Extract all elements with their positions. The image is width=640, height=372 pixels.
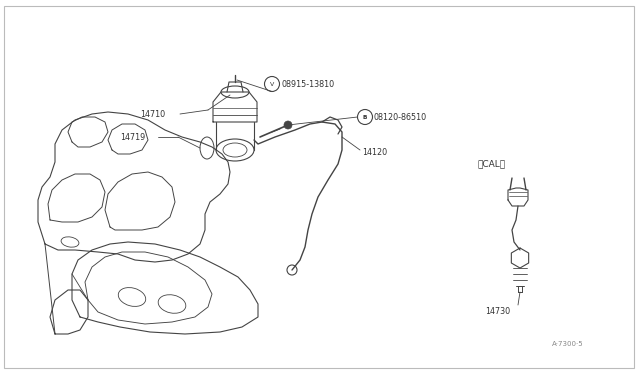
- Text: V: V: [270, 81, 274, 87]
- Text: 08120-86510: 08120-86510: [374, 112, 427, 122]
- Text: A·7300·5: A·7300·5: [552, 341, 584, 347]
- Text: 14719: 14719: [120, 132, 145, 141]
- Text: 08915-13810: 08915-13810: [282, 80, 335, 89]
- Text: B: B: [363, 115, 367, 119]
- Text: 〈CAL〉: 〈CAL〉: [478, 160, 506, 169]
- Text: 14120: 14120: [362, 148, 387, 157]
- Text: 14710: 14710: [140, 109, 165, 119]
- Text: 14730: 14730: [485, 308, 511, 317]
- Circle shape: [284, 121, 292, 129]
